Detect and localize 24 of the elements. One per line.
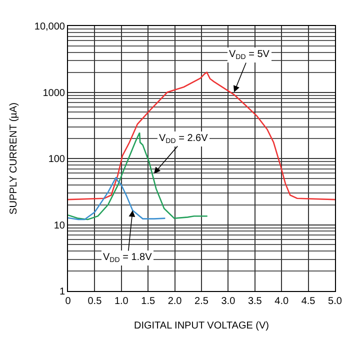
x-tick-label: 0.5 <box>88 296 102 307</box>
line-series <box>68 72 335 200</box>
x-tick-label: 5.0 <box>328 296 342 307</box>
x-tick-label: 1.0 <box>114 296 129 307</box>
x-axis-title: DIGITAL INPUT VOLTAGE (V) <box>134 320 270 332</box>
y-tick-label: 1 <box>59 286 66 298</box>
y-axis-title: SUPPLY CURRENT (µA) <box>8 102 20 214</box>
y-tick-label: 10,000 <box>34 22 66 32</box>
x-tick-label: 3.5 <box>248 296 262 307</box>
annotation: V$_{DD}$ = 2.6V <box>159 133 208 146</box>
y-tick-label: 100 <box>48 154 66 165</box>
y-tick-label: 1000 <box>42 88 66 99</box>
x-tick-label: 4.5 <box>301 296 316 307</box>
x-tick-label: 0 <box>65 296 72 307</box>
x-tick-label: 4.0 <box>274 296 289 307</box>
y-tick-label: 10 <box>54 220 66 232</box>
annotation: V$_{DD}$ = 5V <box>229 49 270 62</box>
annotation: V$_{DD}$ = 1.8V <box>103 252 152 264</box>
x-tick-label: 1.5 <box>141 296 156 307</box>
x-tick-label: 3.0 <box>221 296 236 307</box>
line-series <box>68 132 208 220</box>
x-tick-label: 2.5 <box>194 296 209 307</box>
x-tick-label: 2.0 <box>168 296 182 307</box>
line-series <box>68 176 166 220</box>
